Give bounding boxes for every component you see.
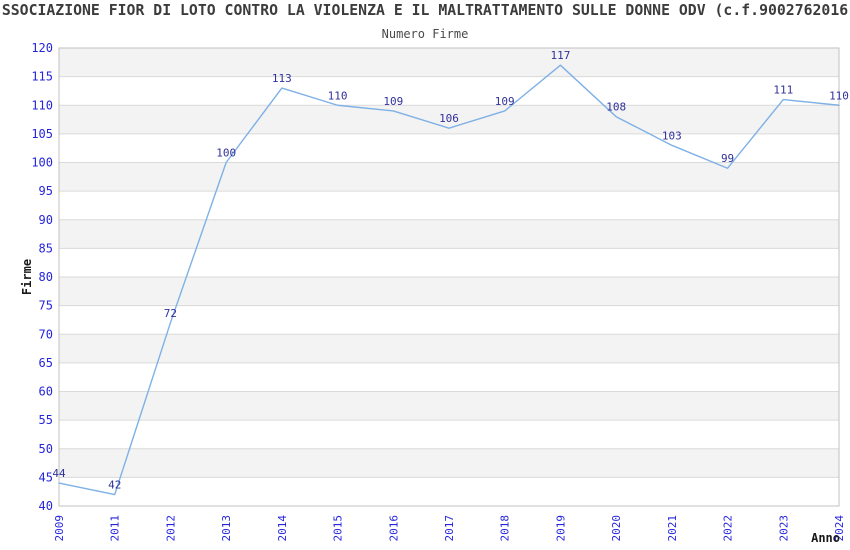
y-tick-label: 95: [39, 184, 53, 198]
value-label: 110: [328, 89, 348, 102]
chart-title: SSOCIAZIONE FIOR DI LOTO CONTRO LA VIOLE…: [1, 2, 849, 19]
x-tick-label: 2018: [499, 515, 512, 542]
value-label: 111: [773, 84, 793, 97]
value-label: 72: [164, 307, 177, 320]
x-tick-label: 2022: [722, 515, 735, 542]
plot-band: [59, 334, 839, 363]
value-label: 117: [550, 49, 570, 62]
y-tick-label: 55: [39, 413, 53, 427]
plot-band: [59, 133, 839, 163]
plot-band: [59, 48, 839, 77]
y-tick-label: 90: [39, 213, 53, 227]
y-tick-label: 60: [39, 385, 53, 399]
plot-band: [59, 76, 839, 106]
x-tick-label: 2016: [387, 515, 400, 542]
value-label: 103: [662, 129, 682, 142]
y-tick-label: 75: [39, 299, 53, 313]
plot-band: [59, 219, 839, 249]
value-labels: 44 42 72 100 113 110 109 106 109 117 108 103 99 111 11…: [52, 49, 849, 491]
y-tick-label: 40: [39, 499, 53, 513]
y-tick-label: 65: [39, 356, 53, 370]
plot-band: [59, 305, 839, 335]
value-label: 109: [495, 95, 515, 108]
x-tick-label: 2011: [109, 515, 122, 542]
chart-subtitle: Numero Firme: [381, 27, 469, 41]
value-label: 42: [108, 479, 121, 492]
x-tick-label: 2014: [276, 515, 289, 542]
value-label: 113: [272, 72, 292, 85]
plot-band: [59, 477, 839, 506]
x-tick-label: 2024: [833, 515, 846, 542]
plot-band: [59, 420, 839, 449]
plot-border: [58, 47, 840, 507]
value-label: 106: [439, 112, 459, 125]
y-tick-label: 100: [31, 156, 53, 170]
x-axis-title: Anno: [811, 531, 840, 545]
y-tick-label: 50: [39, 442, 53, 456]
y-tick-label: 105: [31, 127, 53, 141]
y-tick-label: 45: [39, 470, 53, 484]
y-tick-label: 120: [31, 41, 53, 55]
x-tick-label: 2017: [443, 515, 456, 542]
y-axis-title: Firme: [20, 259, 34, 295]
x-tick-label: 2015: [332, 515, 345, 542]
value-label: 100: [216, 147, 236, 160]
series-line: [58, 64, 840, 496]
x-tick-label: 2020: [610, 515, 623, 542]
plot-band: [59, 277, 839, 306]
plot-band: [59, 162, 839, 192]
y-tick-label: 115: [31, 70, 53, 84]
value-label: 110: [829, 89, 849, 102]
value-label: 108: [606, 101, 626, 114]
y-tick-label: 80: [39, 270, 53, 284]
value-label: 109: [383, 95, 403, 108]
y-axis-tick-labels: 40 45 50 55 60 65 70 75 80 85 90 95 100 105 110 115 120: [31, 41, 53, 513]
plot-band: [59, 248, 839, 277]
plot-bands: [59, 48, 839, 506]
x-tick-label: 2021: [666, 515, 679, 542]
plot-band: [59, 362, 839, 392]
x-tick-label: 2009: [53, 515, 66, 542]
plot-band: [59, 105, 839, 134]
value-label: 44: [52, 467, 66, 480]
plot-band: [59, 191, 839, 220]
y-tick-label: 110: [31, 98, 53, 112]
x-tick-label: 2023: [777, 515, 790, 542]
y-tick-label: 70: [39, 327, 53, 341]
x-tick-label: 2019: [554, 515, 567, 542]
plot-band: [59, 391, 839, 421]
y-tick-label: 85: [39, 241, 53, 255]
x-tick-label: 2013: [220, 515, 233, 542]
x-tick-label: 2012: [164, 515, 177, 542]
x-axis-tick-labels: 2009 2011 2012 2013 2014 2015 2016 2017 2018 2019…: [53, 515, 846, 542]
value-label: 99: [721, 152, 734, 165]
plot-band: [59, 448, 839, 478]
